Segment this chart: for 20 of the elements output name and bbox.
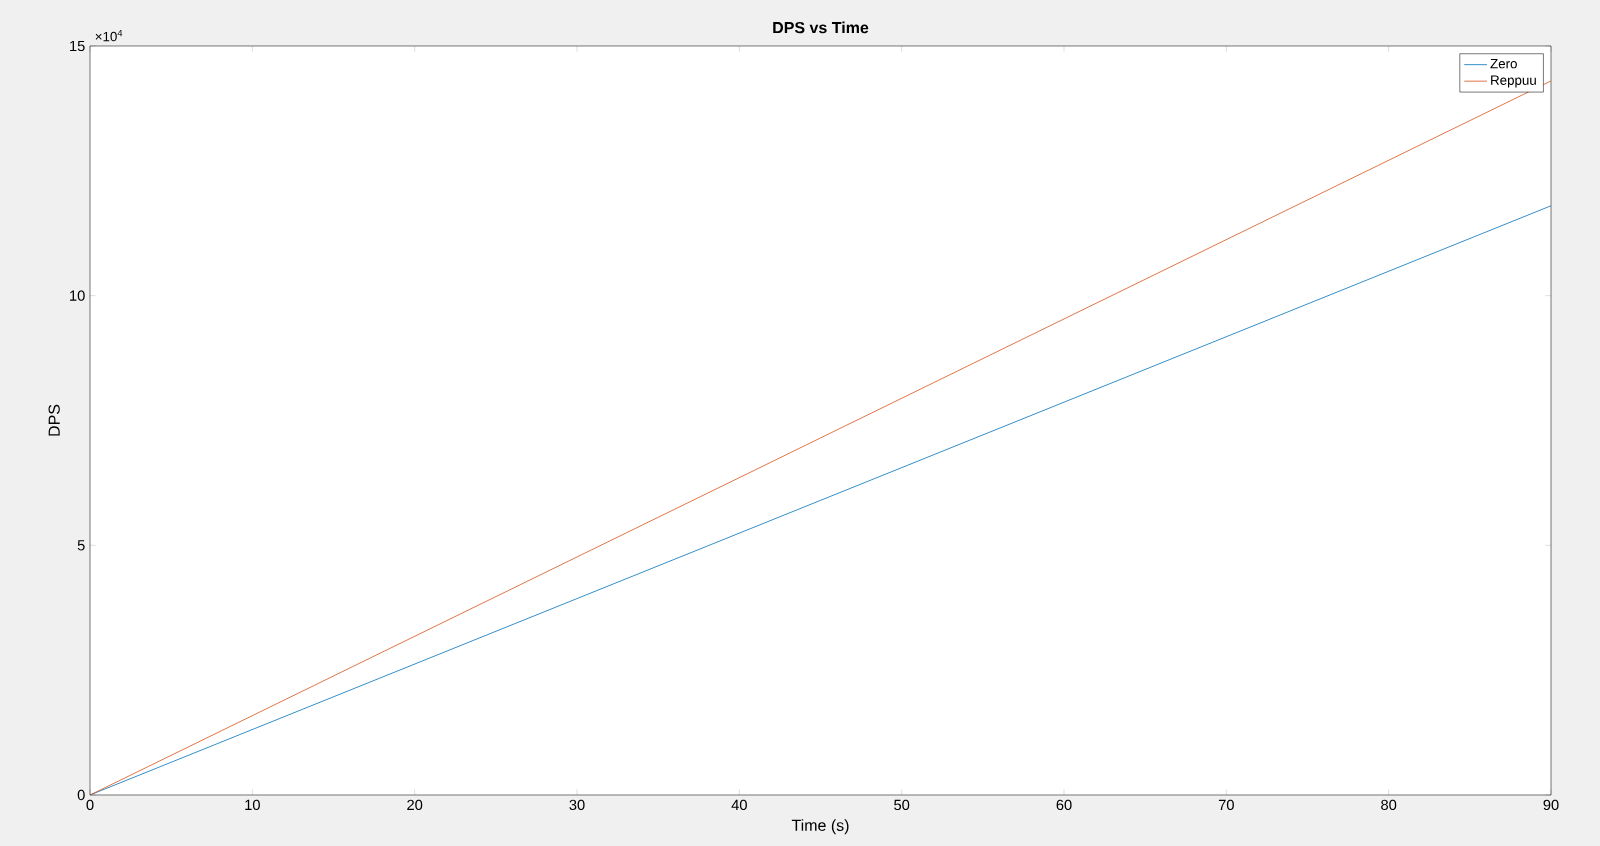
x-tick-label: 20 [407, 799, 423, 811]
y-tick-label: 0 [77, 789, 85, 801]
x-axis-title: Time (s) [791, 819, 849, 835]
x-tick-label: 50 [894, 799, 910, 811]
x-tick-label: 0 [86, 799, 94, 811]
legend-label: Zero [1490, 59, 1517, 69]
chart-title: DPS vs Time [773, 21, 869, 34]
x-tick-label: 10 [245, 799, 260, 811]
legend-label: Reppuu [1491, 75, 1536, 88]
y-axis-title: DPS [48, 404, 60, 436]
x-tick-label: 90 [1543, 799, 1559, 811]
x-tick-label: 60 [1056, 799, 1072, 811]
text: ×10$^{4}$ [95, 29, 123, 42]
y-tick-label: 10 [70, 290, 85, 301]
y-tick-label: 5 [77, 540, 85, 551]
x-tick-label: 40 [731, 799, 747, 811]
x-tick-label: 80 [1381, 799, 1397, 811]
y-tick-label: 15 [70, 40, 85, 52]
x-tick-label: 30 [569, 799, 585, 811]
x-tick-label: 70 [1218, 799, 1234, 811]
